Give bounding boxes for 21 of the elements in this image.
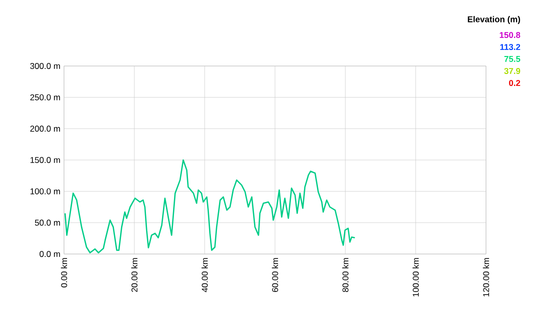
text: 0.2 [509,80,520,86]
x-tick-label: 120.00 km [482,258,490,296]
text: Elevation (m) [468,16,520,24]
y-tick-label: 300.0 m [30,63,60,69]
x-tick-label: 80.00 km [342,258,348,292]
text: 37.9 [504,68,520,74]
x-tick-label: 40.00 km [202,258,208,292]
x-tick-label: 20.00 km [131,258,138,292]
x-tick-label: 60.00 km [272,258,278,292]
y-tick-label: 250.0 m [30,94,60,100]
y-tick-label: 0.0 m [40,251,60,257]
x-tick-label: 100.00 km [412,258,419,296]
y-tick-label: 150.0 m [30,157,60,163]
line-series [64,159,356,254]
text: 150.8 [500,32,520,38]
y-tick-label: 50.0 m [34,220,60,226]
y-tick-label: 200.0 m [30,126,60,132]
text: 75.5 [504,56,520,62]
x-tick-label: 0.00 km [60,258,68,288]
y-tick-label: 100.0 m [30,188,60,194]
text: 113.2 [500,44,520,50]
